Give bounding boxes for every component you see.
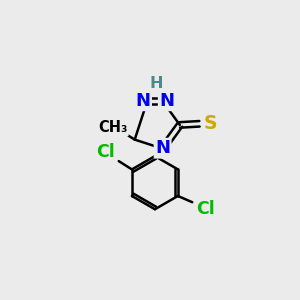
- Text: CH₃: CH₃: [98, 120, 128, 135]
- Text: S: S: [203, 114, 217, 133]
- Text: Cl: Cl: [96, 143, 115, 161]
- Text: N: N: [136, 92, 151, 110]
- Text: N: N: [159, 92, 174, 110]
- Text: H: H: [149, 76, 163, 91]
- Text: N: N: [155, 139, 170, 157]
- Text: Cl: Cl: [196, 200, 215, 218]
